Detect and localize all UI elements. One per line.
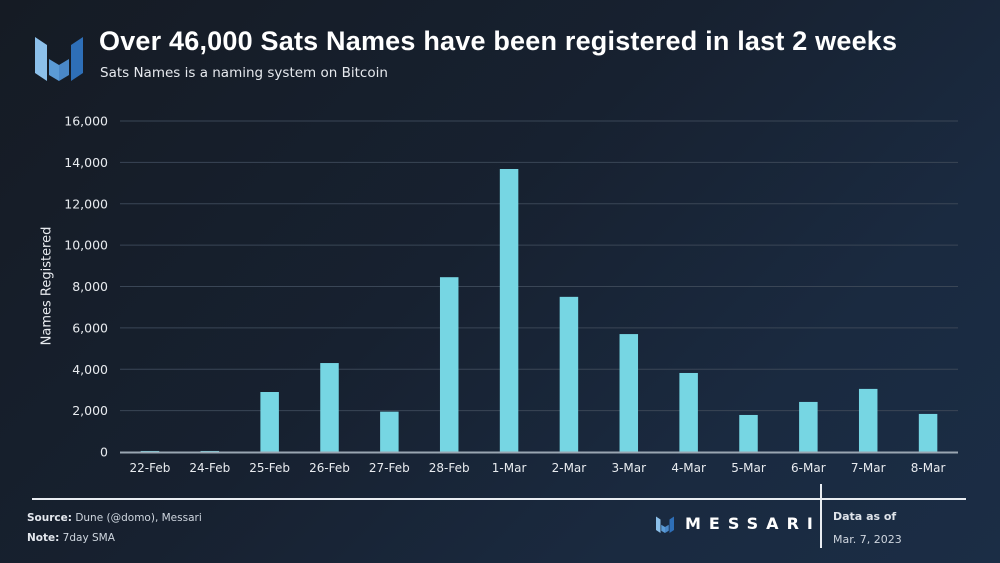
data-as-of-date: Mar. 7, 2023 bbox=[833, 533, 902, 546]
y-tick-label: 14,000 bbox=[64, 155, 108, 170]
bar-27-Feb bbox=[380, 411, 399, 452]
x-tick-label: 1-Mar bbox=[492, 461, 527, 475]
x-tick-label: 27-Feb bbox=[369, 461, 410, 475]
bar-26-Feb bbox=[320, 363, 339, 452]
bar-25-Feb bbox=[260, 392, 279, 452]
chart-subtitle: Sats Names is a naming system on Bitcoin bbox=[100, 65, 388, 81]
bar-6-Mar bbox=[799, 401, 818, 452]
bar-7-Mar bbox=[858, 388, 878, 452]
messari-logo-icon bbox=[35, 37, 83, 81]
sma-note: Note: 7day SMA bbox=[27, 532, 115, 544]
source-label: Source: bbox=[27, 512, 72, 524]
x-tick-label: 4-Mar bbox=[671, 461, 706, 475]
x-tick-label: 28-Feb bbox=[429, 461, 470, 475]
bar-22-Feb bbox=[140, 450, 160, 452]
x-tick-label: 6-Mar bbox=[791, 461, 826, 475]
y-tick-label: 2,000 bbox=[72, 403, 108, 418]
y-tick-label: 8,000 bbox=[72, 279, 108, 294]
x-tick-label: 2-Mar bbox=[552, 461, 587, 475]
source-value: Dune (@domo), Messari bbox=[71, 512, 202, 524]
y-tick-label: 16,000 bbox=[64, 114, 108, 129]
note-value: 7day SMA bbox=[59, 532, 115, 544]
y-tick-label: 6,000 bbox=[72, 320, 108, 335]
footer-divider bbox=[32, 498, 966, 500]
bar-chart: 0 2,000 4,000 6,000 8,000 10,000 12,000 14,000 1… bbox=[64, 114, 958, 475]
bar-28-Feb bbox=[439, 277, 459, 452]
data-as-of-label: Data as of bbox=[833, 510, 897, 523]
brand-wordmark: MESSARI bbox=[685, 514, 821, 533]
bar-8-Mar bbox=[918, 413, 938, 452]
bar-4-Mar bbox=[679, 372, 698, 452]
messari-small-logo-icon bbox=[656, 516, 674, 533]
bar-1-Mar bbox=[499, 168, 519, 452]
x-tick-label: 22-Feb bbox=[129, 461, 170, 475]
y-tick-label: 12,000 bbox=[64, 196, 108, 211]
x-tick-label: 3-Mar bbox=[611, 461, 646, 475]
y-axis-title: Names Registered bbox=[39, 226, 55, 346]
y-tick-label: 4,000 bbox=[72, 362, 108, 377]
x-tick-label: 5-Mar bbox=[731, 461, 766, 475]
bar-2-Mar bbox=[559, 296, 579, 452]
bar-3-Mar bbox=[619, 334, 639, 452]
note-label: Note: bbox=[27, 532, 60, 544]
x-tick-label: 24-Feb bbox=[189, 461, 230, 475]
chart-title: Over 46,000 Sats Names have been registe… bbox=[99, 26, 898, 56]
y-tick-label: 10,000 bbox=[64, 238, 108, 253]
x-tick-label: 26-Feb bbox=[309, 461, 350, 475]
x-tick-label: 8-Mar bbox=[911, 461, 946, 475]
x-tick-label: 25-Feb bbox=[249, 461, 290, 475]
bar-24-Feb bbox=[200, 450, 220, 452]
footer-vertical-divider bbox=[820, 484, 822, 548]
bar-5-Mar bbox=[739, 414, 758, 452]
source-note: Source: Dune (@domo), Messari bbox=[27, 512, 202, 524]
x-tick-label: 7-Mar bbox=[851, 461, 886, 475]
y-tick-label: 0 bbox=[100, 445, 108, 460]
messari-brand: MESSARI bbox=[655, 514, 821, 533]
